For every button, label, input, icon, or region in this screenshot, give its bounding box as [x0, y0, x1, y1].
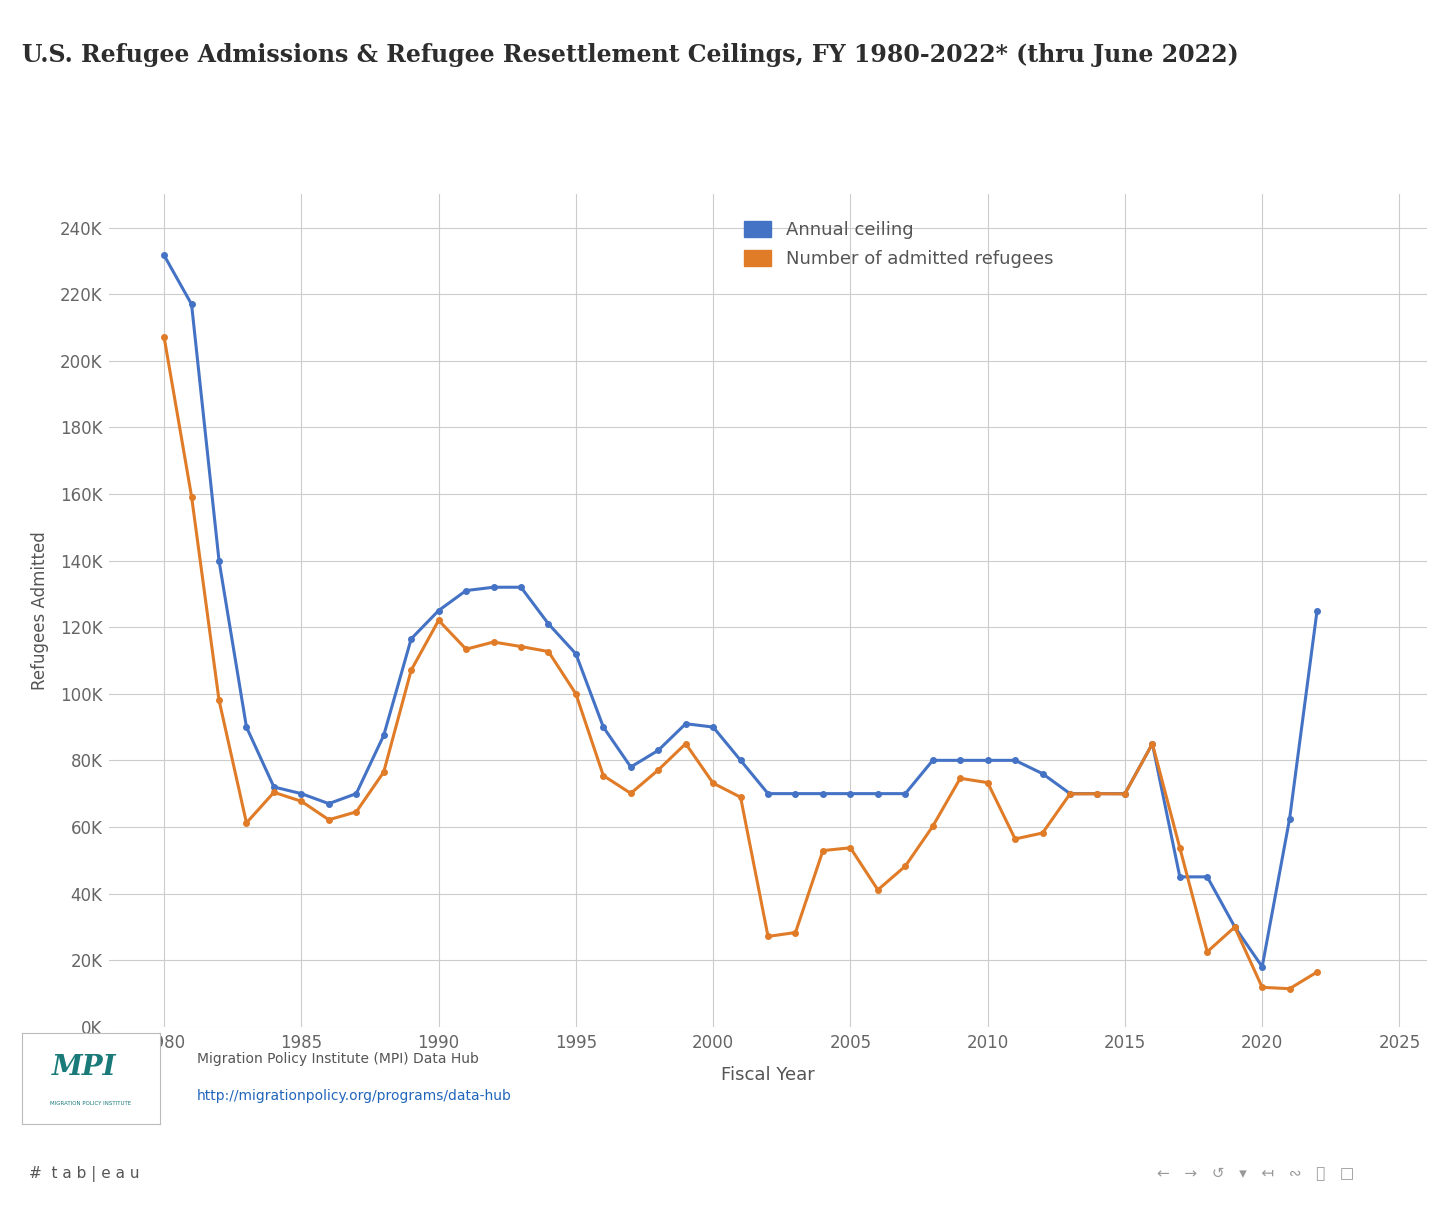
Text: MPI: MPI [52, 1053, 116, 1081]
Legend: Annual ceiling, Number of admitted refugees: Annual ceiling, Number of admitted refug… [735, 211, 1061, 277]
Text: ←   →   ↺   ▾   ↤   ∾   ⎕   □: ← → ↺ ▾ ↤ ∾ ⎕ □ [1158, 1166, 1354, 1181]
Text: #  t a b | e a u: # t a b | e a u [29, 1165, 140, 1182]
Text: http://migrationpolicy.org/programs/data-hub: http://migrationpolicy.org/programs/data… [197, 1089, 511, 1103]
Y-axis label: Refugees Admitted: Refugees Admitted [31, 531, 48, 690]
X-axis label: Fiscal Year: Fiscal Year [721, 1066, 815, 1084]
Text: U.S. Refugee Admissions & Refugee Resettlement Ceilings, FY 1980-2022* (thru Jun: U.S. Refugee Admissions & Refugee Resett… [22, 43, 1239, 67]
Text: Migration Policy Institute (MPI) Data Hub: Migration Policy Institute (MPI) Data Hu… [197, 1052, 479, 1067]
Text: MIGRATION POLICY INSTITUTE: MIGRATION POLICY INSTITUTE [51, 1101, 131, 1107]
